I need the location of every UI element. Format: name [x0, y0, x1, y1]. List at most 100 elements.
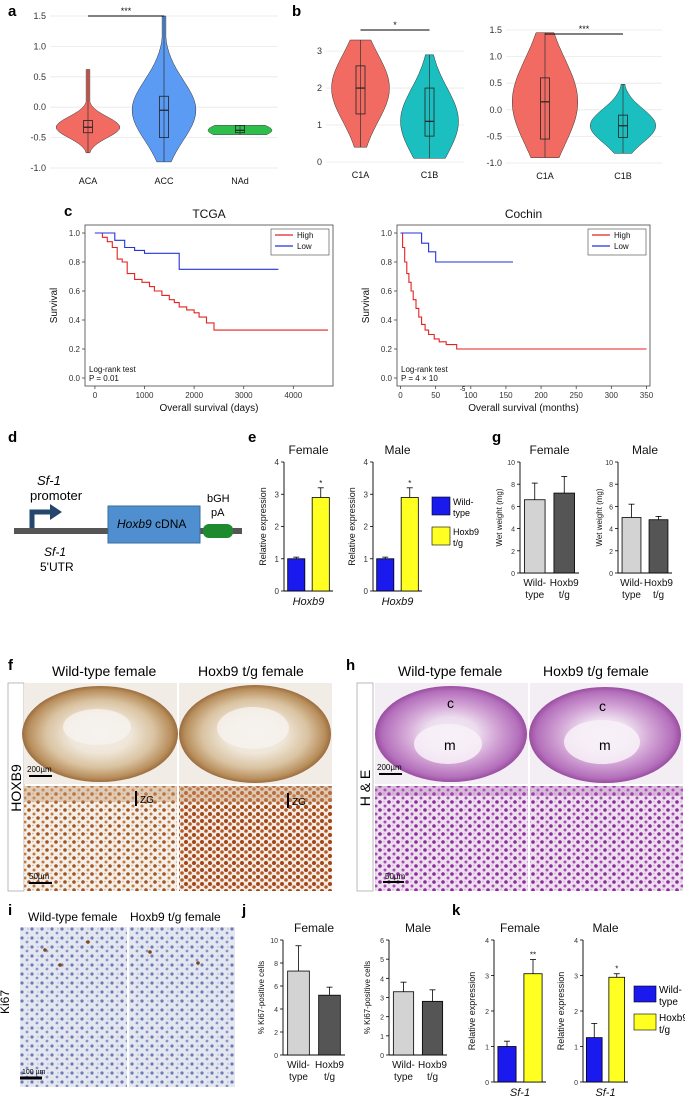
c2-ytick: 0.4 [381, 316, 393, 325]
k2-bar-0 [585, 1037, 603, 1083]
e2-ytick: 2 [364, 523, 369, 532]
k1-sig-label: ** [530, 951, 536, 960]
c2-xtick: 200 [534, 391, 548, 400]
j1-xtick-line1: Hoxb9 [315, 1060, 344, 1071]
a-xtick: NAd [231, 176, 249, 186]
legend-wildtype-label-1: Wild- [453, 497, 474, 507]
h-cortex-label-right: c [599, 698, 606, 714]
j1-ytick: 0 [274, 1053, 278, 1060]
legend-k: Wild- type Hoxb9 t/g [633, 985, 685, 1036]
g1-xtick-line1: Wild- [523, 578, 546, 589]
k2-ytick: 4 [574, 938, 578, 945]
cdna-suffix-label: cDNA [155, 517, 186, 531]
j1-title: Female [294, 921, 334, 935]
a-ytick: 0.0 [33, 102, 46, 112]
g2-xtick-line2: type [622, 590, 641, 601]
c2-xtick: 300 [605, 391, 619, 400]
g1-xtick-line2: t/g [559, 590, 570, 601]
bgh-pa-box [203, 524, 233, 538]
g2-title: Male [632, 443, 658, 457]
b2-ytick: -1.0 [486, 158, 502, 168]
j1-ytick: 4 [274, 1007, 278, 1014]
k2-ytick: 0 [574, 1080, 578, 1087]
c2-ytick: 0.0 [381, 374, 393, 383]
e1-xlabel: Hoxb9 [293, 596, 325, 608]
f-scale-bottom-label: 50µm [29, 872, 50, 881]
k2-ylabel: Relative expression [556, 972, 566, 1051]
legend-expression: Wild- type Hoxb9 t/g [431, 496, 479, 548]
c1-ytick: 0.6 [69, 287, 81, 296]
c1-series-low [94, 232, 279, 270]
g1-ylabel: Wet weight (mg) [495, 488, 504, 546]
k1-ytick: 4 [485, 938, 489, 945]
k2-sig-label: * [615, 965, 618, 974]
b1-box [424, 87, 435, 137]
chart-b1-violin: 0 1 2 3 C1A C1B * [317, 20, 464, 180]
h-medulla-left [414, 724, 482, 764]
h-medulla-label-right: m [599, 737, 611, 753]
h-scale-top-label: 200µm [377, 763, 402, 772]
g2-xtick-line1: Wild- [620, 578, 643, 589]
c1-xtick: 1000 [136, 391, 154, 400]
b1-xtick: C1B [421, 170, 439, 180]
c1-ytick: 1.0 [69, 229, 81, 238]
j1-ylabel: % Ki67-positive cells [257, 961, 266, 1034]
g1-bar-0 [524, 499, 546, 574]
k1-xlabel: Sf-1 [510, 1087, 530, 1099]
e1-ytick: 1 [275, 555, 280, 564]
promoter-label: promoter [30, 488, 83, 503]
a-ytick: -1.0 [30, 163, 46, 173]
c2-ytick: 0.6 [381, 287, 393, 296]
c2-ylabel: Survival [361, 288, 372, 324]
j2-bar-1 [421, 1000, 444, 1056]
j1-ytick: 2 [274, 1030, 278, 1037]
a-sig-label: *** [121, 6, 132, 16]
h-side-label: H & E [357, 770, 373, 807]
e1-ylabel: Relative expression [258, 487, 268, 566]
g2-bar-0 [621, 517, 642, 574]
k1-title: Female [500, 921, 540, 935]
h-img-bottom-right [530, 786, 683, 891]
e2-xlabel: Hoxb9 [382, 596, 414, 608]
c2-xtick: 50 [431, 391, 440, 400]
bgh-label: bGH [207, 493, 230, 505]
c1-xtick: 2000 [185, 391, 203, 400]
f-capsule-right [179, 786, 332, 802]
b2-ytick: 0.5 [489, 78, 502, 88]
h-side-label-box [356, 682, 374, 892]
c1-legend-label: Low [297, 242, 312, 251]
f-title-right: Hoxb9 t/g female [198, 663, 304, 679]
legend-k-hoxb9-label-1: Hoxb9 [659, 1013, 685, 1024]
g1-ytick: 8 [511, 482, 515, 489]
k1-ytick: 3 [485, 974, 489, 981]
c1-series-high [94, 232, 328, 331]
legend-wildtype-swatch [431, 496, 451, 516]
panel-letter-c: c [64, 203, 72, 220]
h-scale-bottom-label: 50µm [385, 872, 406, 881]
c1-title: TCGA [192, 207, 225, 221]
j2-ytick: 4 [380, 976, 384, 983]
chart-g1-bar: 0 2 4 6 8 10 Female Wet weight (mg) Wild-type Hox… [495, 443, 579, 601]
i-positive-cell [196, 961, 200, 965]
chart-e1-bar: 0 1 2 3 4 Female Relative expression * Hoxb9 [258, 443, 333, 608]
e1-sig-label: * [319, 479, 322, 488]
c2-series-low [400, 232, 513, 263]
g1-bar-1 [553, 492, 575, 574]
f-img-bottom-right [179, 786, 332, 891]
b1-xtick: C1A [352, 170, 370, 180]
e2-ylabel: Relative expression [347, 487, 357, 566]
g2-ytick: 4 [609, 527, 613, 534]
f-capsule-left [24, 786, 177, 802]
g1-ytick: 6 [511, 504, 515, 511]
e2-ytick: 3 [364, 490, 369, 499]
c2-xtick: 0 [398, 391, 403, 400]
i-scale-label: 100 µm [22, 1069, 46, 1076]
e1-ytick: 3 [275, 490, 280, 499]
a-box [83, 120, 93, 134]
j2-title: Male [405, 921, 431, 935]
b2-ytick: 1.5 [489, 25, 502, 35]
b2-xtick: C1B [614, 171, 632, 181]
g1-xtick-line1: Hoxb9 [550, 578, 579, 589]
j1-bar-1 [318, 994, 341, 1056]
panel-letter-h: h [346, 657, 355, 674]
